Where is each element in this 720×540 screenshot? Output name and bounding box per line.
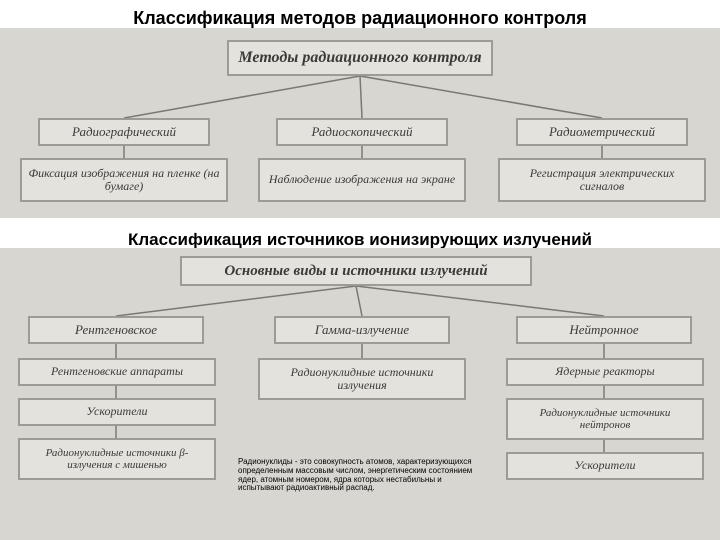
node-f1: Ядерные реакторы xyxy=(506,358,704,386)
footnote-radionuclides: Радионуклиды - это совокупность атомов, … xyxy=(238,458,488,493)
node-d1: Рентгеновские аппараты xyxy=(18,358,216,386)
diagram-methods-panel: Методы радиационного контроля Радиографич… xyxy=(0,28,720,218)
node-d2: Ускорители xyxy=(18,398,216,426)
node-b2: Наблюдение изображения на экране xyxy=(258,158,466,202)
node-b1: Фиксация изображения на пленке (на бумаг… xyxy=(20,158,228,202)
node-f3: Ускорители xyxy=(506,452,704,480)
node-d3: Радионуклидные источники β-излучения с м… xyxy=(18,438,216,480)
node-f2: Радионуклидные источники нейтронов xyxy=(506,398,704,440)
node-c3: Нейтронное xyxy=(516,316,692,344)
diagram-sources-panel: Основные виды и источники излучений Рентг… xyxy=(0,248,720,540)
node-b3: Регистрация электрических сигналов xyxy=(498,158,706,202)
node-e1: Радионуклидные источники излучения xyxy=(258,358,466,400)
node-root: Методы радиационного контроля xyxy=(227,40,493,76)
node-a1: Радиографический xyxy=(38,118,210,146)
node-a3: Радиометрический xyxy=(516,118,688,146)
node-c2: Гамма-излучение xyxy=(274,316,450,344)
node-root2: Основные виды и источники излучений xyxy=(180,256,532,286)
node-c1: Рентгеновское xyxy=(28,316,204,344)
node-a2: Радиоскопический xyxy=(276,118,448,146)
